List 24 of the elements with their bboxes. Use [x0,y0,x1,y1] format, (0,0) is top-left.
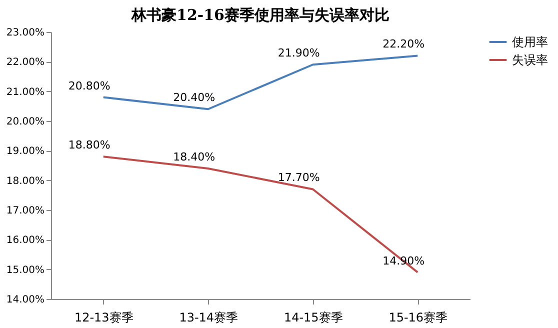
y-tick-label: 19.00% [6,146,44,158]
y-tick-label: 22.00% [6,57,44,68]
text: 17.70% [278,171,320,184]
text: 20.40% [173,91,216,104]
text: 18.40% [173,150,216,164]
y-tick-label: 18.00% [6,176,44,187]
chart-title: 林书豪12-16赛季使用率与失误率对比 [130,6,390,24]
y-tick-label: 17.00% [6,206,44,216]
legend-label: 使用率 [512,35,548,49]
x-tick-label: 13-14赛季 [179,310,238,324]
x-tick-label: 15-16赛季 [388,310,448,324]
legend-label: 失误率 [512,53,548,67]
y-tick-label: 21.00% [6,86,44,98]
text: 21.90% [278,46,320,60]
x-tick-label: 14-15赛季 [284,310,343,324]
y-tick-label: 23.00% [6,28,44,38]
text: 18.80% [68,138,110,152]
text: 20.80% [68,79,110,92]
y-tick-label: 16.00% [6,235,44,246]
text: 22.20% [382,38,425,51]
y-tick-label: 15.00% [6,264,44,276]
x-tick-label: 12-13赛季 [74,310,134,324]
y-tick-label: 20.00% [6,116,44,128]
y-tick-label: 14.00% [6,294,44,306]
